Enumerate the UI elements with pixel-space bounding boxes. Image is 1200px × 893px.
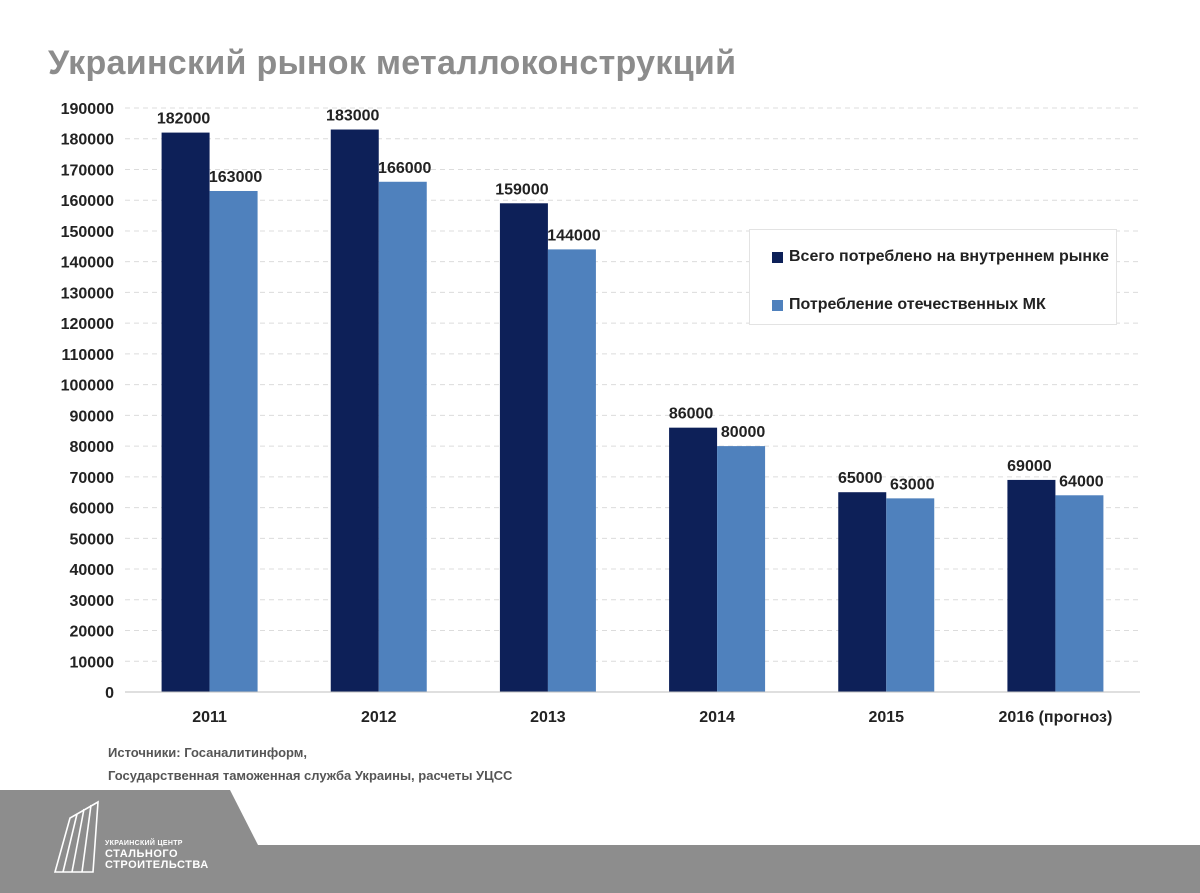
y-tick-label: 120000 (61, 316, 114, 333)
bar-domestic (209, 190, 258, 692)
logo-icon (53, 800, 99, 873)
bar-chart: 0 10000 20000 30000 40000 50000 60000 70000 8000… (61, 101, 1140, 726)
y-tick-label: 140000 (61, 255, 114, 272)
data-labels: 182000 163000 183000 166000 159000 144000 8600… (157, 108, 1104, 494)
data-label: 159000 (495, 181, 548, 198)
page-title: Украинский рынок металлоконструкций (48, 44, 737, 82)
y-tick-label: 0 (105, 685, 114, 702)
data-label: 182000 (157, 111, 210, 128)
bar-domestic (1055, 495, 1104, 692)
y-tick-label: 180000 (61, 132, 114, 149)
y-tick-label: 150000 (61, 224, 114, 241)
data-label: 69000 (1007, 458, 1052, 475)
y-tick-label: 160000 (61, 193, 114, 210)
logo-text: УКРАИНСКИЙ ЦЕНТР СТАЛЬНОГО СТРОИТЕЛЬСТВА (105, 838, 209, 871)
data-label: 64000 (1059, 473, 1104, 490)
x-axis-ticks: 2011 2012 2013 2014 2015 2016 (прогноз) (192, 709, 1112, 726)
logo-line-3: СТРОИТЕЛЬСТВА (105, 859, 209, 871)
bar-total (838, 492, 887, 692)
x-tick-label: 2014 (699, 709, 735, 726)
y-tick-label: 80000 (70, 439, 115, 456)
bar-domestic (717, 446, 766, 692)
x-tick-label: 2011 (192, 709, 227, 726)
logo-line-1: УКРАИНСКИЙ ЦЕНТР (105, 840, 183, 847)
bar-domestic (547, 249, 596, 693)
bar-domestic (378, 181, 427, 692)
y-tick-label: 170000 (61, 162, 114, 179)
data-label: 163000 (209, 169, 262, 186)
legend-swatch-domestic (772, 299, 783, 311)
y-tick-label: 30000 (70, 593, 115, 610)
source-note: Источники: Госаналитинформ, Государствен… (108, 741, 512, 787)
y-tick-label: 50000 (70, 531, 115, 548)
logo-line-2: СТАЛЬНОГО (105, 848, 179, 860)
y-tick-label: 10000 (70, 654, 115, 671)
data-label: 86000 (669, 406, 714, 423)
legend-swatch-total (772, 251, 783, 263)
data-label: 183000 (326, 108, 379, 125)
source-line-2: Государственная таможенная служба Украин… (108, 768, 513, 783)
bar-total (669, 427, 718, 692)
data-label: 166000 (378, 160, 431, 177)
data-label: 80000 (721, 424, 766, 441)
data-label: 63000 (890, 476, 935, 493)
y-tick-label: 60000 (70, 501, 115, 518)
bar-total (1007, 479, 1056, 692)
y-axis-ticks: 0 10000 20000 30000 40000 50000 60000 70000 8000… (61, 101, 114, 702)
y-tick-label: 20000 (70, 624, 115, 641)
bar-domestic (886, 498, 935, 692)
gridlines (125, 107, 1140, 662)
data-label: 144000 (547, 227, 600, 244)
y-tick-label: 110000 (61, 347, 114, 364)
legend-item-domestic: Потребление отечественных МК (772, 296, 1046, 314)
y-tick-label: 90000 (70, 408, 115, 425)
y-tick-label: 130000 (61, 285, 114, 302)
y-tick-label: 190000 (61, 101, 114, 118)
y-tick-label: 100000 (61, 378, 114, 395)
legend: Всего потреблено на внутреннем рынке Пот… (749, 229, 1117, 325)
bars (161, 129, 1104, 693)
logo-panel (0, 790, 258, 893)
legend-label-domestic: Потребление отечественных МК (789, 296, 1046, 313)
source-line-1: Источники: Госаналитинформ, (108, 745, 308, 760)
legend-label-total: Всего потреблено на внутреннем рынке (789, 248, 1109, 265)
bar-total (330, 129, 379, 692)
x-tick-label: 2016 (прогноз) (999, 709, 1113, 726)
legend-item-total: Всего потреблено на внутреннем рынке (772, 248, 1109, 266)
data-label: 65000 (838, 470, 883, 487)
x-tick-label: 2015 (868, 709, 904, 726)
x-tick-label: 2013 (530, 709, 566, 726)
bar-total (499, 203, 548, 692)
y-tick-label: 40000 (70, 562, 115, 579)
y-tick-label: 70000 (70, 470, 115, 487)
x-tick-label: 2012 (361, 709, 397, 726)
bar-total (161, 132, 210, 692)
